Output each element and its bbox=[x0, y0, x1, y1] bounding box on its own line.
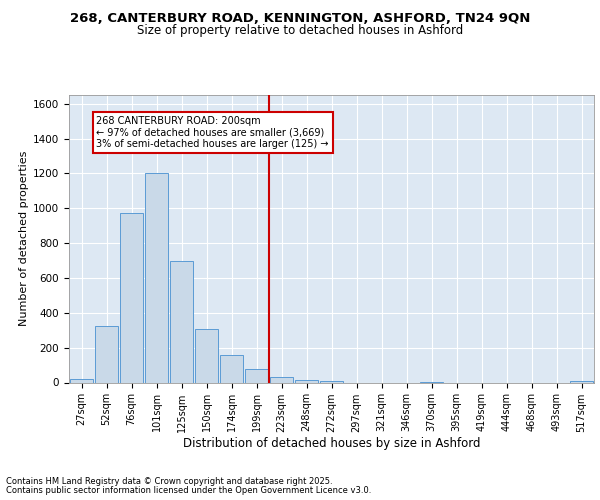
Bar bbox=[195, 330, 218, 382]
Text: Contains public sector information licensed under the Open Government Licence v3: Contains public sector information licen… bbox=[6, 486, 371, 495]
Text: Size of property relative to detached houses in Ashford: Size of property relative to detached ho… bbox=[137, 24, 463, 37]
Bar bbox=[120, 212, 143, 382]
Bar bbox=[570, 381, 593, 382]
Bar bbox=[295, 380, 318, 382]
X-axis label: Distribution of detached houses by size in Ashford: Distribution of detached houses by size … bbox=[183, 438, 480, 450]
Bar bbox=[145, 172, 168, 382]
Text: Contains HM Land Registry data © Crown copyright and database right 2025.: Contains HM Land Registry data © Crown c… bbox=[6, 477, 332, 486]
Text: 268, CANTERBURY ROAD, KENNINGTON, ASHFORD, TN24 9QN: 268, CANTERBURY ROAD, KENNINGTON, ASHFOR… bbox=[70, 12, 530, 26]
Bar bbox=[320, 381, 343, 382]
Bar bbox=[220, 354, 243, 382]
Bar bbox=[270, 378, 293, 382]
Y-axis label: Number of detached properties: Number of detached properties bbox=[19, 151, 29, 326]
Bar bbox=[70, 379, 93, 382]
Text: 268 CANTERBURY ROAD: 200sqm
← 97% of detached houses are smaller (3,669)
3% of s: 268 CANTERBURY ROAD: 200sqm ← 97% of det… bbox=[97, 116, 329, 149]
Bar bbox=[95, 326, 118, 382]
Bar bbox=[170, 260, 193, 382]
Bar bbox=[245, 370, 268, 382]
